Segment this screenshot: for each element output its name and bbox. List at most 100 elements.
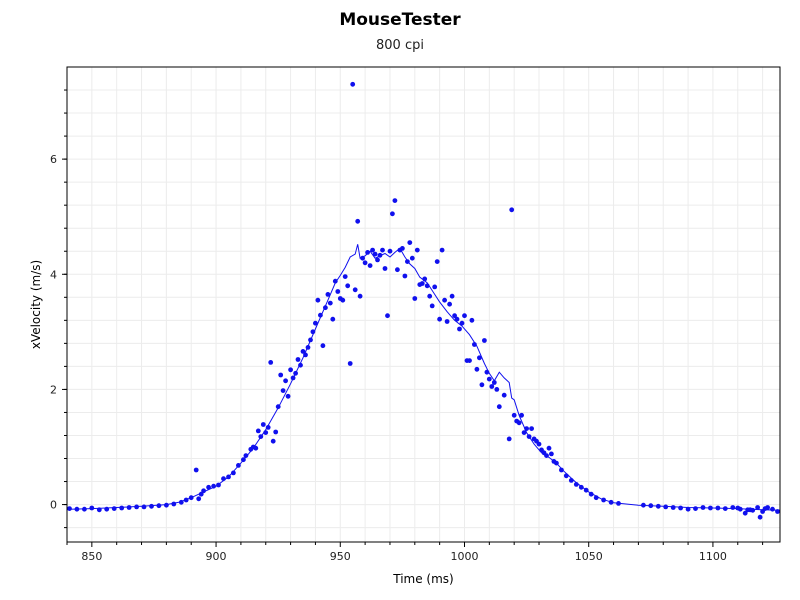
axis-layer: 850 900 950 1000 1050 1100 0 2 4 6: [50, 89, 764, 563]
data-point: [340, 297, 346, 303]
y-tick-label: 4: [50, 268, 57, 281]
data-point: [482, 338, 487, 343]
data-point: [278, 372, 284, 378]
data-point: [554, 460, 559, 466]
data-point: [400, 246, 405, 251]
data-point: [462, 313, 467, 319]
data-point: [327, 300, 333, 306]
data-point: [360, 255, 365, 261]
data-point: [236, 463, 241, 468]
data-point: [521, 430, 527, 435]
data-point: [601, 497, 606, 503]
data-point: [330, 316, 336, 322]
data-point: [568, 478, 574, 483]
data-point: [549, 451, 554, 457]
x-tick-label: 850: [81, 550, 102, 563]
data-point: [104, 506, 110, 512]
data-point: [700, 505, 706, 510]
data-point: [722, 506, 728, 511]
data-point: [405, 259, 410, 264]
data-point: [747, 507, 753, 513]
data-point: [479, 382, 485, 388]
data-point: [608, 499, 614, 505]
data-point: [156, 503, 162, 509]
data-point: [188, 495, 194, 501]
data-point: [350, 81, 356, 87]
data-point: [457, 326, 462, 332]
data-point: [298, 362, 303, 368]
data-point: [347, 361, 353, 366]
data-point: [315, 297, 321, 303]
data-point: [193, 467, 199, 473]
x-tick-label: 900: [206, 550, 227, 563]
data-point: [377, 252, 383, 258]
data-point: [89, 505, 95, 511]
x-axis-title: Time (ms): [392, 572, 454, 586]
data-point: [491, 380, 497, 385]
data-point: [506, 436, 512, 442]
data-point: [395, 267, 400, 273]
data-point: [678, 505, 683, 511]
data-point: [268, 360, 274, 365]
data-point: [685, 506, 691, 512]
data-point: [536, 441, 542, 447]
data-point: [196, 496, 202, 502]
data-point: [559, 467, 564, 473]
data-point: [164, 502, 169, 508]
data-point: [352, 287, 358, 293]
x-tick-label: 1000: [450, 550, 478, 563]
data-point: [437, 316, 442, 322]
data-point: [243, 453, 249, 458]
data-point: [332, 278, 338, 284]
data-point: [216, 482, 221, 488]
data-point: [742, 510, 748, 516]
chart-title: MouseTester: [339, 10, 461, 30]
data-point: [270, 438, 276, 444]
data-point: [730, 505, 736, 510]
data-point: [380, 247, 385, 253]
data-point: [365, 250, 370, 255]
data-point: [241, 457, 246, 463]
data-point: [171, 501, 177, 507]
data-point: [183, 497, 189, 503]
data-point: [770, 506, 775, 512]
data-point: [529, 426, 534, 431]
data-point: [300, 349, 306, 354]
data-point: [258, 434, 264, 439]
data-point: [119, 505, 125, 511]
data-point: [362, 260, 368, 266]
data-point: [290, 375, 296, 381]
data-point: [67, 506, 72, 511]
data-point: [414, 247, 420, 253]
data-point: [382, 266, 388, 271]
data-point: [372, 251, 378, 257]
data-point: [439, 247, 445, 253]
data-point: [452, 313, 457, 319]
data-point: [563, 473, 569, 479]
data-point: [275, 404, 281, 410]
data-point: [141, 504, 147, 510]
data-point: [370, 247, 375, 253]
data-point: [313, 320, 318, 326]
data-point: [762, 506, 768, 511]
data-point: [320, 343, 326, 349]
data-point: [134, 504, 140, 510]
data-point: [735, 505, 741, 511]
data-point: [305, 345, 311, 350]
x-tick-label: 1100: [699, 550, 727, 563]
data-point: [409, 255, 415, 261]
data-point: [670, 505, 676, 510]
data-point: [263, 430, 269, 435]
data-point: [755, 505, 760, 510]
data-point: [211, 483, 217, 489]
data-point: [273, 429, 279, 435]
data-point: [310, 329, 316, 335]
data-point: [496, 404, 502, 410]
data-point: [392, 198, 398, 204]
data-point: [444, 319, 450, 324]
data-point: [357, 293, 363, 299]
data-point: [511, 412, 517, 418]
data-point: [288, 367, 293, 373]
data-point: [221, 476, 226, 482]
data-point: [412, 296, 418, 301]
